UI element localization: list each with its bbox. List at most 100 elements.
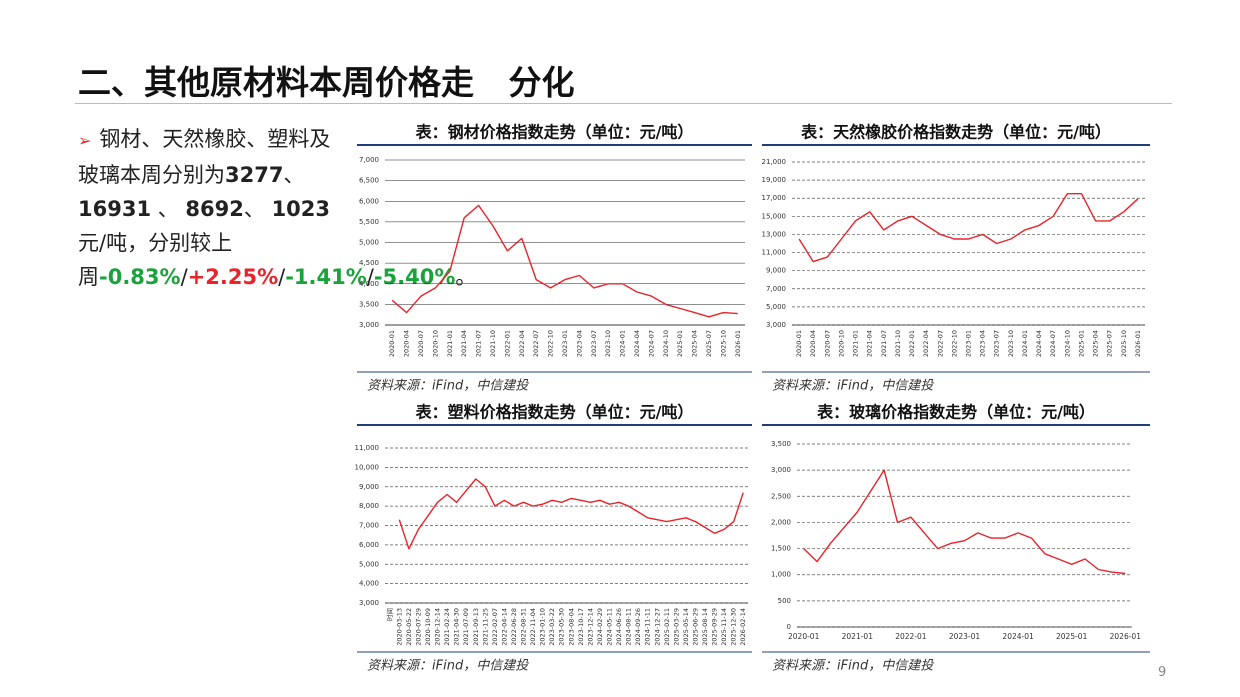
x-tick-label: 2025-04	[691, 330, 699, 357]
chart-title: 表：天然橡胶价格指数走势（单位：元/吨）	[800, 123, 1111, 142]
x-tick-label: 2022-07	[532, 330, 540, 357]
x-tick-label: 2024-04	[1035, 330, 1043, 357]
x-tick-label: 2024-12-27	[653, 608, 661, 646]
y-tick-label: 5,000	[359, 239, 379, 247]
x-tick-label: 2021-01	[842, 632, 874, 641]
x-tick-label: 2022-01	[908, 330, 916, 357]
chart-title: 表：钢材价格指数走势（单位：元/吨）	[415, 123, 694, 142]
x-tick-label: 2025-03-29	[672, 608, 680, 646]
x-tick-label: 2023-10	[1007, 330, 1015, 357]
y-tick-label: 1,000	[771, 571, 791, 579]
chart-source: 资料来源：iFind，中信建投	[367, 659, 529, 674]
x-tick-label: 2024-09-26	[634, 608, 642, 646]
x-tick-label: 2024-01	[1002, 632, 1034, 641]
price-line	[803, 469, 1126, 575]
bullet-segment: 8692	[185, 197, 244, 221]
x-tick-label: 2024-02-29	[596, 608, 604, 646]
x-tick-label: 2020-10	[431, 330, 439, 357]
x-tick-label: 2025-10	[719, 330, 727, 357]
chart-source: 资料来源：iFind，中信建投	[367, 379, 529, 394]
x-tick-label: 2021-07	[880, 330, 888, 357]
x-tick-label: 2023-07	[590, 330, 598, 357]
y-tick-label: 6,000	[359, 197, 379, 205]
y-tick-label: 6,500	[359, 177, 379, 185]
y-tick-label: 500	[778, 597, 791, 605]
x-tick-label: 2020-10-09	[424, 608, 432, 646]
price-line	[391, 204, 738, 318]
bullet-segment: 、	[151, 197, 186, 221]
x-tick-label: 2020-07	[417, 330, 425, 357]
x-tick-label: 2022-10	[950, 330, 958, 357]
x-tick-label: 2021-04	[866, 330, 874, 357]
y-tick-label: 19,000	[762, 176, 787, 184]
x-tick-label: 2021-11-25	[481, 608, 489, 646]
price-line	[398, 478, 744, 550]
y-tick-label: 15,000	[762, 212, 787, 220]
y-tick-label: 11,000	[355, 444, 380, 452]
x-tick-label: 2024-07	[1049, 330, 1057, 357]
x-tick-label: 2025-02-11	[663, 608, 671, 646]
y-tick-label: 5,500	[359, 218, 379, 226]
y-tick-label: 6,000	[359, 541, 379, 549]
y-tick-label: 9,000	[766, 267, 786, 275]
x-tick-label: 2025-01	[676, 330, 684, 357]
y-tick-label: 13,000	[762, 230, 787, 238]
x-tick-label: 2022-08-31	[520, 608, 528, 646]
x-tick-label: 2021-01	[446, 330, 454, 357]
y-tick-label: 3,000	[359, 321, 379, 329]
y-tick-label: 0	[787, 623, 791, 631]
chart-title: 表：玻璃价格指数走势（单位：元/吨）	[816, 403, 1095, 422]
x-tick-label: 2022-06-28	[510, 608, 518, 646]
bullet-segment: 1023	[271, 197, 331, 221]
x-tick-label: 2026-01	[1134, 330, 1142, 357]
x-tick-label: 2020-05-22	[405, 608, 413, 646]
x-tick-label: 2020-12-14	[434, 608, 442, 646]
x-tick-label: 2025-01	[1056, 632, 1088, 641]
y-tick-label: 5,000	[359, 560, 379, 568]
x-tick-label: 2025-07	[1106, 330, 1114, 357]
y-tick-label: 4,000	[359, 580, 379, 588]
bullet-segment: 。	[455, 265, 477, 289]
y-tick-label: 10,000	[355, 463, 380, 471]
x-tick-label: 2021-07-09	[462, 608, 470, 646]
x-tick-label: 2024-01	[1021, 330, 1029, 357]
x-tick-label: 2025-12-30	[730, 608, 738, 646]
x-tick-label: 2021-02-24	[443, 608, 451, 646]
slide-title: 二、其他原材料本周价格走 分化	[78, 63, 575, 102]
x-tick-label: 2024-01	[619, 330, 627, 357]
bullet-segment: -0.83%	[99, 265, 181, 289]
price-line	[798, 193, 1139, 263]
x-tick-label: 2022-04-14	[500, 608, 508, 646]
bullet-text: ➢ 钢材、天然橡胶、塑料及玻璃本周分别为3277、16931 、 8692、 10…	[78, 122, 476, 294]
bullet-segment: /	[366, 265, 374, 289]
x-tick-label: 2025-08-14	[701, 608, 709, 646]
y-tick-label: 5,000	[766, 303, 786, 311]
bullet-segment: /	[180, 265, 188, 289]
x-tick-label: 2020-04	[809, 330, 817, 357]
y-tick-label: 3,000	[359, 599, 379, 607]
x-tick-label: 2021-04	[460, 330, 468, 357]
chart-title: 表：塑料价格指数走势（单位：元/吨）	[415, 403, 694, 422]
x-tick-label: 2022-10	[547, 330, 555, 357]
x-tick-label: 2020-01	[388, 330, 396, 357]
x-tick-label: 2023-01	[949, 632, 981, 641]
x-tick-label: 2023-01	[965, 330, 973, 357]
x-tick-label: 2024-06-26	[615, 608, 623, 646]
x-tick-label: 2023-03-22	[548, 608, 556, 646]
x-tick-label: 2020-03-13	[395, 608, 403, 646]
chart-source: 资料来源：iFind，中信建投	[772, 659, 934, 674]
y-tick-label: 1,500	[771, 545, 791, 553]
y-tick-label: 3,500	[359, 300, 379, 308]
y-tick-label: 9,000	[359, 483, 379, 491]
y-tick-label: 3,000	[771, 466, 791, 474]
x-tick-label: 2023-07	[993, 330, 1001, 357]
y-tick-label: 7,000	[359, 156, 379, 164]
x-tick-label: 2022-11-04	[529, 608, 537, 646]
x-tick-label: 2022-07	[936, 330, 944, 357]
bullet-segment: 16931	[78, 197, 152, 221]
x-tick-label: 2025-01	[1077, 330, 1085, 357]
y-tick-label: 4,000	[359, 280, 379, 288]
x-tick-label: 2024-08-11	[625, 608, 633, 646]
x-tick-label: 2024-07	[647, 330, 655, 357]
